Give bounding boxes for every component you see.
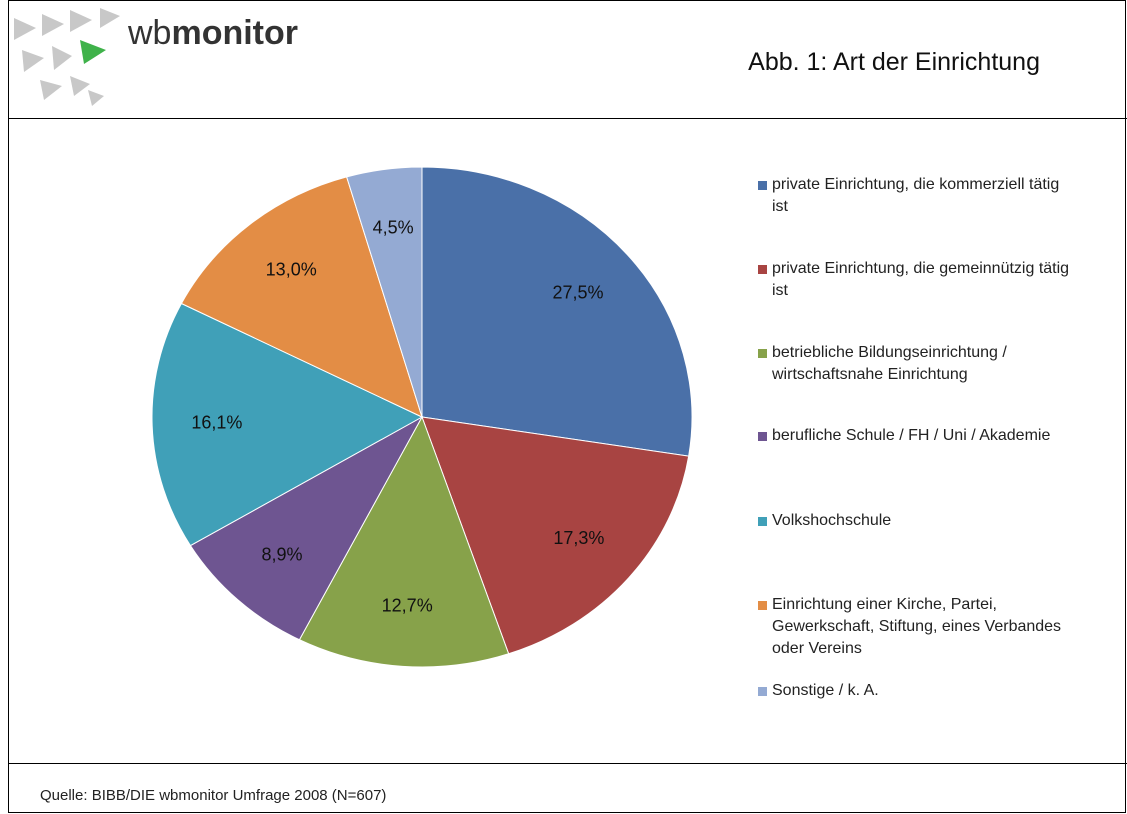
legend-swatch: [758, 432, 767, 441]
pie-slice: [298, 415, 510, 668]
legend-swatch: [758, 517, 767, 526]
pie-slice: [151, 302, 424, 547]
source-note: Quelle: BIBB/DIE wbmonitor Umfrage 2008 …: [40, 787, 386, 804]
legend-swatch: [758, 687, 767, 696]
pie-slice: [180, 176, 423, 418]
data-label: 8,9%: [261, 545, 302, 565]
legend-swatch: [758, 349, 767, 358]
logo-light: wb: [127, 14, 171, 52]
legend-swatch: [758, 601, 767, 610]
legend-entry: private Einrichtung, die kommerziell tät…: [758, 174, 1072, 218]
data-label: 4,5%: [373, 218, 414, 238]
logo-icon: [14, 8, 120, 106]
legend-label: betriebliche Bildungseinrichtung / wirts…: [772, 344, 1007, 383]
logo-text: wbmonitor: [127, 14, 298, 52]
legend-entry: Sonstige / k. A.: [758, 680, 1072, 702]
data-label: 12,7%: [382, 595, 433, 615]
pie-slice: [421, 166, 693, 457]
legend-label: Sonstige / k. A.: [772, 682, 879, 699]
legend-entry: Einrichtung einer Kirche, Partei, Gewerk…: [758, 594, 1072, 660]
data-label: 27,5%: [553, 282, 604, 302]
pie-slice: [421, 416, 690, 655]
legend-swatch: [758, 181, 767, 190]
data-label: 13,0%: [266, 259, 317, 279]
frame-border: [8, 0, 1126, 813]
pie-slice: [346, 166, 423, 418]
legend-label: private Einrichtung, die gemeinnützig tä…: [772, 260, 1070, 299]
legend-entry: private Einrichtung, die gemeinnützig tä…: [758, 258, 1072, 302]
legend-label: Einrichtung einer Kirche, Partei, Gewerk…: [772, 596, 1062, 657]
logo-bold: monitor: [171, 14, 298, 52]
legend-entry: berufliche Schule / FH / Uni / Akademie: [758, 425, 1072, 447]
data-label: 16,1%: [191, 412, 242, 432]
legend-swatch: [758, 265, 767, 274]
legend-label: berufliche Schule / FH / Uni / Akademie: [772, 427, 1051, 444]
pie-slice: [189, 415, 424, 641]
chart-title: Abb. 1: Art der Einrichtung: [748, 48, 1040, 76]
legend-label: private Einrichtung, die kommerziell tät…: [772, 176, 1060, 215]
legend-entry: betriebliche Bildungseinrichtung / wirts…: [758, 342, 1072, 386]
data-label: 17,3%: [553, 528, 604, 548]
legend-entry: Volkshochschule: [758, 510, 1072, 532]
legend-label: Volkshochschule: [772, 512, 892, 529]
